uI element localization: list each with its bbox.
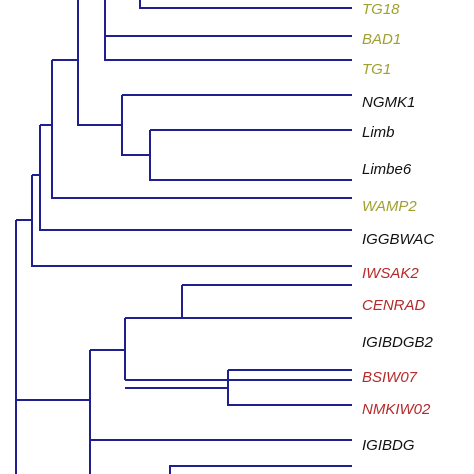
leaf-label: TG1 <box>362 61 391 78</box>
leaf-label: NMKIW02 <box>362 401 431 418</box>
leaf-label: CENRAD <box>362 297 426 314</box>
branch <box>16 350 91 474</box>
leaf-label: Limb <box>362 124 395 141</box>
leaf-label: Limbe6 <box>362 161 412 178</box>
branch <box>125 369 352 406</box>
tree-branches <box>15 0 352 474</box>
branch <box>51 59 352 199</box>
branch <box>77 0 122 126</box>
branch <box>149 129 352 181</box>
leaf-labels: TG18 BAD1 TG1 NGMK1 Limb Limbe6 WAMP2 IGGBWAC IW… <box>362 1 434 454</box>
leaf-label: IGGBWAC <box>362 231 434 248</box>
branch <box>125 317 352 381</box>
branch <box>15 219 32 474</box>
leaf-label: WAMP2 <box>362 198 417 215</box>
branch <box>169 465 352 474</box>
branch <box>39 124 352 231</box>
branch <box>104 0 352 61</box>
leaf-label: TG18 <box>362 1 400 18</box>
leaf-label: IWSAK2 <box>362 265 419 282</box>
branch <box>90 318 126 380</box>
leaf-label: BAD1 <box>362 31 401 48</box>
leaf-label: NGMK1 <box>362 94 415 111</box>
leaf-label: BSIW07 <box>362 369 418 386</box>
leaf-label: IGIBDG <box>362 437 415 454</box>
leaf-label: IGIBDGB2 <box>362 334 434 351</box>
branch <box>181 284 352 318</box>
branch <box>121 94 352 156</box>
branch <box>139 0 352 9</box>
branch <box>31 174 352 267</box>
